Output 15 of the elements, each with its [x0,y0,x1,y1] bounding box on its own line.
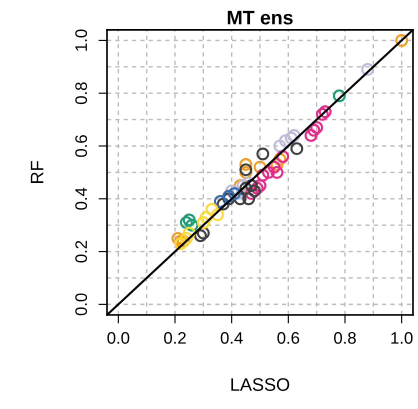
x-tick-label: 0.4 [220,332,243,344]
y-axis-title: RF [30,161,44,183]
x-tick-label: 0.2 [164,332,186,344]
y-tick-label: 0.6 [75,135,88,157]
x-tick-label: 1.0 [391,332,413,344]
y-tick-label: 0.2 [75,240,88,263]
chart-title: MT ens [228,10,293,24]
x-tick-label: 0.0 [107,332,130,344]
y-tick-label: 1.0 [75,29,88,51]
x-axis-title: LASSO [231,378,290,391]
y-tick-label: 0.0 [75,293,88,316]
y-tick-label: 0.8 [75,82,88,104]
x-tick-label: 0.8 [334,332,356,344]
x-tick-label: 0.6 [277,332,300,344]
y-tick-label: 0.4 [75,188,88,210]
